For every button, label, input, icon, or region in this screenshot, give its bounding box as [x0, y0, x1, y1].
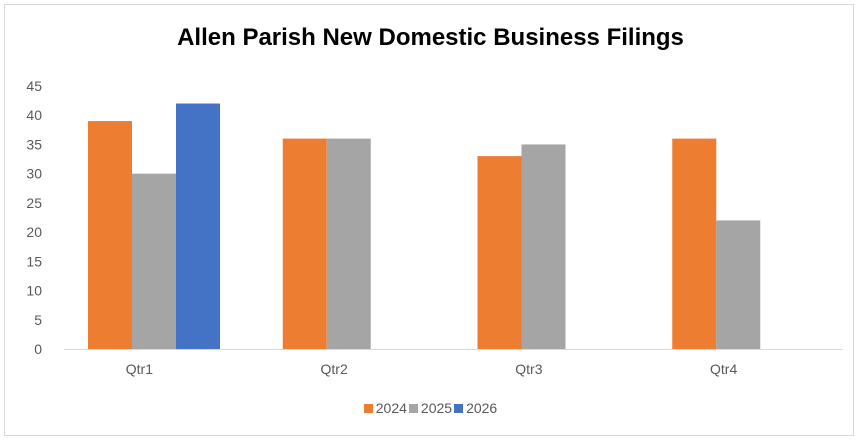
x-tick-label: Qtr2 [321, 361, 348, 377]
y-tick-label: 20 [26, 224, 42, 240]
x-tick-label: Qtr3 [515, 361, 542, 377]
x-tick-label: Qtr4 [710, 361, 737, 377]
y-tick-label: 35 [26, 136, 42, 152]
legend-label-2026: 2026 [466, 400, 498, 416]
chart-legend: 2024 2025 2026 [0, 400, 861, 416]
y-tick-label: 10 [26, 283, 42, 299]
y-tick-label: 5 [34, 312, 42, 328]
y-tick-label: 40 [26, 107, 42, 123]
legend-label-2024: 2024 [375, 400, 407, 416]
legend-swatch-2024 [363, 403, 373, 413]
bar-2025-qtr4 [716, 220, 761, 349]
y-tick-label: 45 [26, 78, 42, 94]
bar-2024-qtr3 [477, 156, 522, 349]
y-tick-label: 30 [26, 166, 42, 182]
y-tick-label: 25 [26, 195, 42, 211]
legend-item-2025: 2025 [408, 400, 453, 416]
y-tick-label: 15 [26, 253, 42, 269]
legend-label-2025: 2025 [420, 400, 453, 416]
legend-swatch-2026 [454, 403, 464, 413]
y-tick-label: 0 [34, 341, 42, 357]
x-tick-label: Qtr1 [126, 361, 153, 377]
bar-2025-qtr2 [326, 138, 371, 349]
bar-2024-qtr4 [672, 138, 717, 349]
bar-2024-qtr2 [282, 138, 327, 349]
legend-item-2026: 2026 [454, 400, 497, 416]
bar-2025-qtr1 [132, 173, 176, 349]
bar-2025-qtr3 [521, 144, 566, 349]
legend-swatch-2025 [408, 403, 418, 413]
chart-title: Allen Parish New Domestic Business Filin… [177, 24, 684, 51]
bar-2024-qtr1 [88, 121, 132, 349]
bar-2026-qtr1 [176, 103, 220, 350]
legend-item-2024: 2024 [363, 400, 407, 416]
